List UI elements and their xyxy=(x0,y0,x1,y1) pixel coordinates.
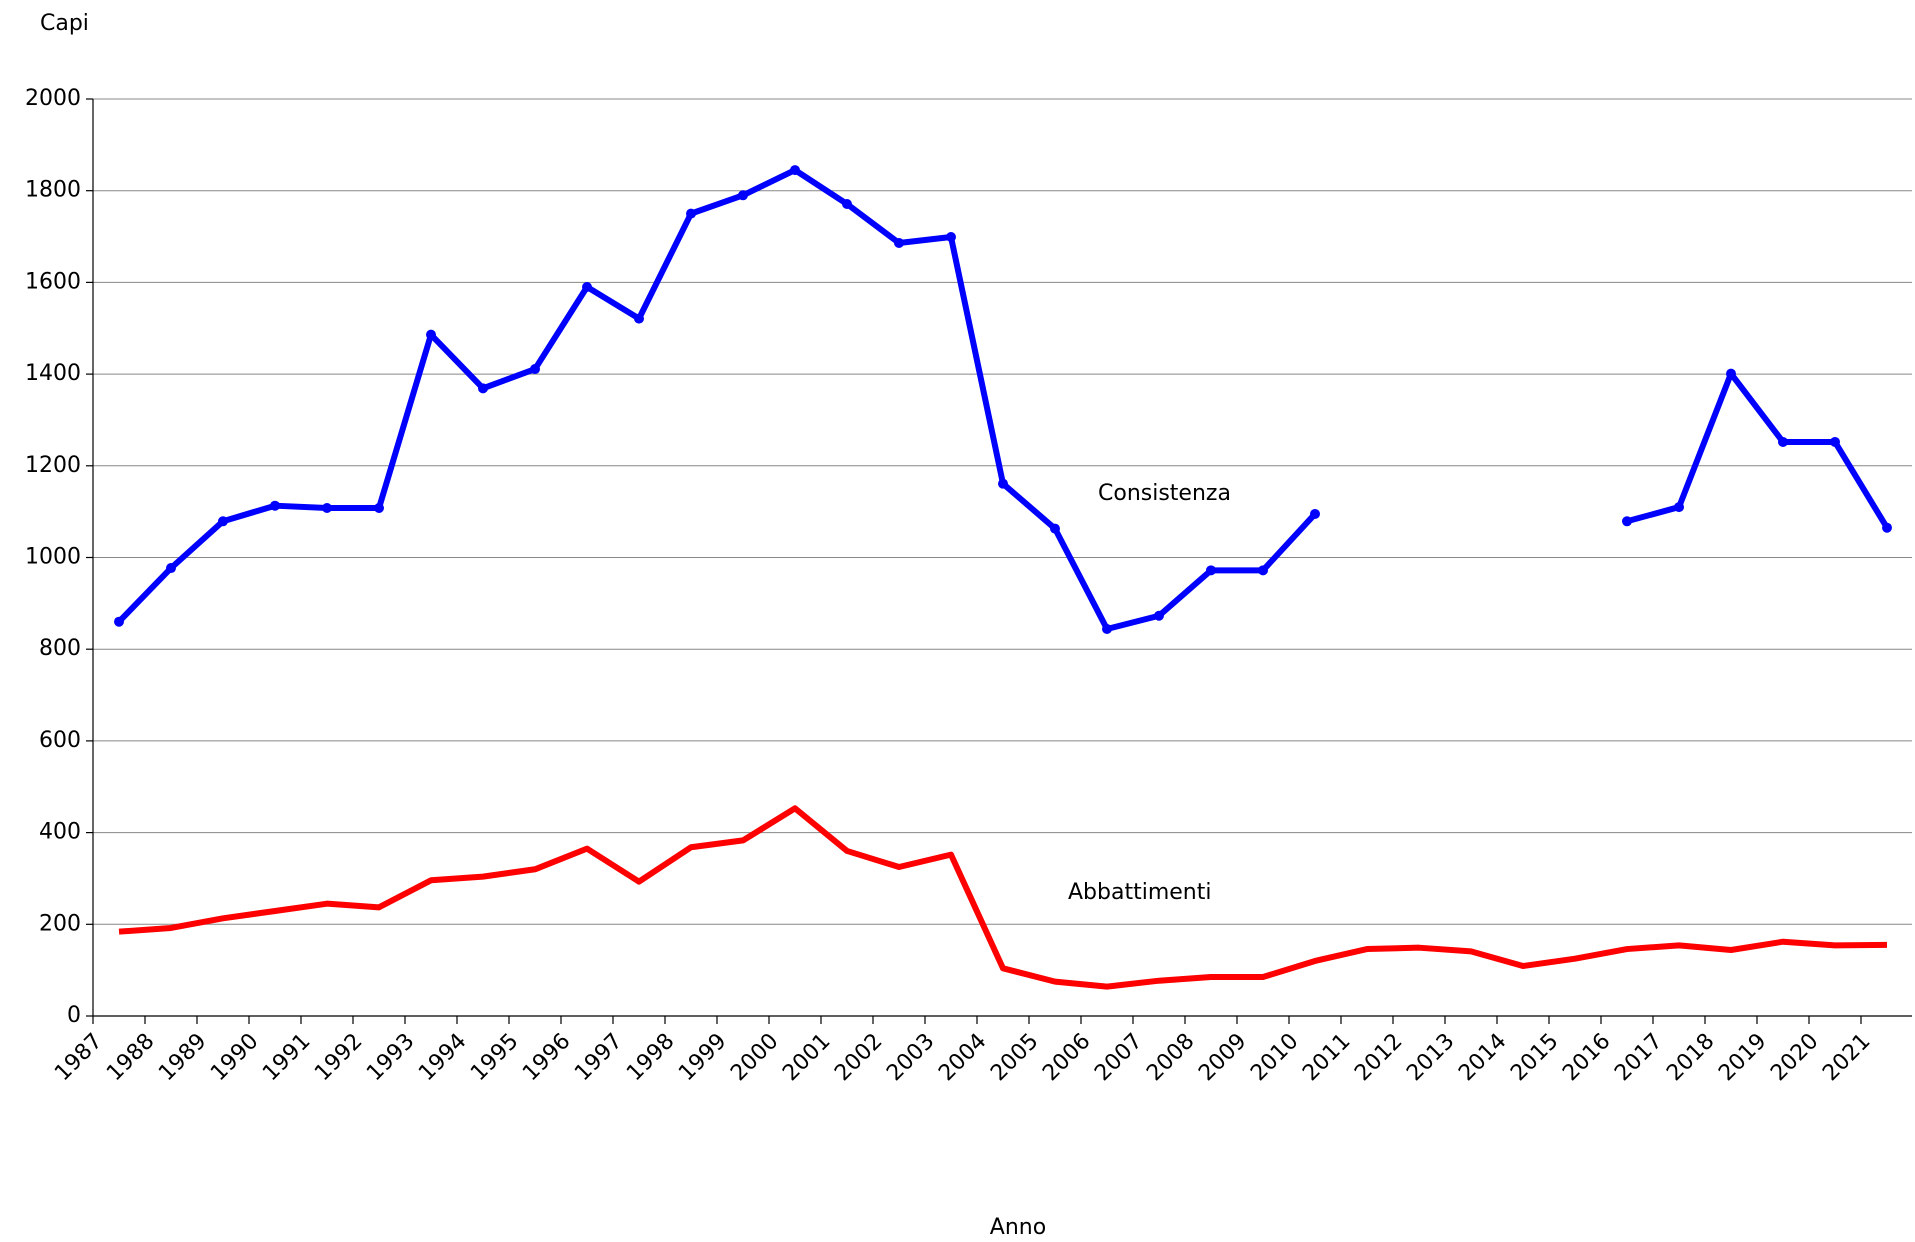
y-tick-label: 800 xyxy=(39,636,81,661)
point xyxy=(218,516,228,527)
point xyxy=(1726,368,1736,379)
y-tick-label: 1600 xyxy=(25,269,81,294)
point xyxy=(322,502,332,513)
x-tick-label: 1994 xyxy=(414,1029,471,1086)
x-tick-label: 2020 xyxy=(1766,1029,1823,1086)
x-tick-label: 1995 xyxy=(466,1029,523,1086)
y-tick-label: 1800 xyxy=(25,178,81,203)
x-tick-label: 1990 xyxy=(206,1029,263,1086)
point xyxy=(1674,502,1684,513)
point xyxy=(270,500,280,511)
x-tick-label: 2012 xyxy=(1350,1029,1407,1086)
point xyxy=(582,281,592,292)
x-tick-label: 2004 xyxy=(934,1029,991,1086)
x-tick-label: 2021 xyxy=(1818,1029,1875,1086)
point xyxy=(998,478,1008,489)
point xyxy=(1050,523,1060,534)
point xyxy=(738,190,748,201)
x-tick-label: 1988 xyxy=(102,1029,159,1086)
annotation: Consistenza xyxy=(1098,481,1231,506)
x-tick-label: 1998 xyxy=(622,1029,679,1086)
x-tick-label: 2009 xyxy=(1194,1029,1251,1086)
x-tick-label: 1997 xyxy=(570,1029,627,1086)
x-tick-label: 1993 xyxy=(362,1029,419,1086)
x-tick-label: 2017 xyxy=(1610,1029,1667,1086)
point xyxy=(1310,508,1320,519)
x-axis-label: Anno xyxy=(990,1215,1046,1240)
point xyxy=(634,313,644,324)
point xyxy=(1206,565,1216,576)
y-tick-label: 400 xyxy=(39,820,81,845)
x-tick-label: 2016 xyxy=(1558,1029,1615,1086)
x-tick-label: 1989 xyxy=(154,1029,211,1086)
point xyxy=(166,563,176,574)
x-tick-label: 2011 xyxy=(1298,1029,1355,1086)
x-tick-label: 1987 xyxy=(50,1029,107,1086)
point xyxy=(426,329,436,340)
x-tick-label: 2002 xyxy=(830,1029,887,1086)
point xyxy=(790,165,800,176)
y-tick-label: 1200 xyxy=(25,453,81,478)
y-tick-label: 0 xyxy=(67,1003,81,1028)
x-tick-label: 2018 xyxy=(1662,1029,1719,1086)
y-tick-label: 600 xyxy=(39,728,81,753)
point xyxy=(1622,516,1632,527)
x-tick-label: 2014 xyxy=(1454,1029,1511,1086)
x-tick-label: 2007 xyxy=(1090,1029,1147,1086)
annotation: Abbattimenti xyxy=(1068,880,1211,905)
point xyxy=(686,208,696,219)
x-tick-label: 2015 xyxy=(1506,1029,1563,1086)
x-tick-label: 1999 xyxy=(674,1029,731,1086)
point xyxy=(1778,436,1788,447)
point xyxy=(1102,624,1112,635)
x-tick-label: 2000 xyxy=(726,1029,783,1086)
y-tick-label: 1000 xyxy=(25,545,81,570)
x-tick-label: 2013 xyxy=(1402,1029,1459,1086)
point xyxy=(1830,436,1840,447)
point xyxy=(842,198,852,209)
series-line xyxy=(116,167,1890,633)
x-tick-label: 2006 xyxy=(1038,1029,1095,1086)
x-tick-label: 2010 xyxy=(1246,1029,1303,1086)
point xyxy=(946,232,956,243)
x-tick-label: 2003 xyxy=(882,1029,939,1086)
y-axis-label: Capi xyxy=(40,11,89,36)
point xyxy=(114,616,124,627)
point xyxy=(530,364,540,375)
x-tick-label: 2019 xyxy=(1714,1029,1771,1086)
x-tick-label: 1992 xyxy=(310,1029,367,1086)
point xyxy=(478,383,488,394)
y-tick-label: 2000 xyxy=(25,86,81,111)
series-line xyxy=(118,805,1888,990)
point xyxy=(1154,610,1164,621)
point xyxy=(1882,522,1892,533)
y-tick-label: 1400 xyxy=(25,361,81,386)
x-tick-label: 2001 xyxy=(778,1029,835,1086)
x-tick-label: 1996 xyxy=(518,1029,575,1086)
point xyxy=(894,237,904,248)
x-tick-label: 2005 xyxy=(986,1029,1043,1086)
point xyxy=(1258,565,1268,576)
point xyxy=(374,502,384,513)
y-tick-label: 200 xyxy=(39,911,81,936)
x-tick-label: 1991 xyxy=(258,1029,315,1086)
x-tick-label: 2008 xyxy=(1142,1029,1199,1086)
